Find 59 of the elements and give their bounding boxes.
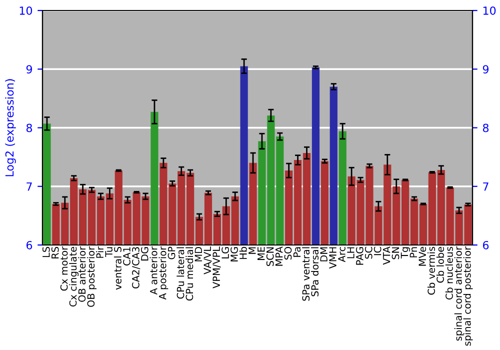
x-tick-label: OB anterior bbox=[78, 246, 86, 302]
x-tick-label: SN bbox=[392, 247, 400, 260]
x-tick-label: Hb bbox=[239, 246, 247, 259]
x-tick-label: M bbox=[248, 247, 256, 254]
x-tick-label: SC bbox=[364, 246, 372, 259]
x-tick-label: SO bbox=[284, 246, 292, 260]
y2-tick-label: 7 bbox=[483, 182, 488, 191]
x-tick-label: spinal cord anterior bbox=[454, 246, 464, 341]
x-tick-label: DM bbox=[320, 247, 328, 262]
x-tick-label: SPa ventral bbox=[302, 247, 310, 301]
x-tick-label: Arc bbox=[338, 246, 346, 262]
x-tick-label: A posterior bbox=[158, 246, 168, 300]
x-tick-label: Pn bbox=[410, 247, 417, 258]
x-tick-label: Tu bbox=[105, 247, 113, 258]
x-tick-label: IC bbox=[374, 246, 382, 256]
x-tick-label: VTA bbox=[382, 246, 390, 265]
y-tick-label: 6 bbox=[26, 240, 32, 250]
x-tick-label: LH bbox=[347, 247, 354, 258]
x-tick-label: RS bbox=[51, 246, 59, 258]
x-tick-label: CPu medial bbox=[186, 247, 194, 301]
x-tick-label: Cb lobe bbox=[436, 246, 444, 283]
x-tick-label: ME bbox=[258, 247, 265, 260]
x-tick-label: spinal cord posterior bbox=[463, 246, 473, 346]
x-tick-label: MG bbox=[230, 247, 238, 262]
y-tick-label: 10 bbox=[20, 6, 32, 15]
x-tick-label: MPA bbox=[275, 246, 283, 266]
x-tick-label: OB posterior bbox=[87, 246, 96, 307]
x-tick-label: Pir bbox=[96, 246, 104, 258]
x-tick-label: MVe bbox=[418, 246, 426, 266]
y-tick-label: 8 bbox=[26, 124, 32, 132]
x-tick-label: PAG bbox=[356, 247, 364, 265]
x-tick-label: VA/VL bbox=[204, 246, 212, 274]
y-tick-label: 9 bbox=[26, 65, 32, 74]
x-tick-label: CPu lateral bbox=[176, 247, 184, 299]
x-tick-label: A anterior bbox=[150, 246, 158, 295]
y2-tick-label: 8 bbox=[482, 124, 489, 132]
x-tick-label: LG bbox=[222, 247, 229, 258]
x-tick-label: SPa dorsal bbox=[311, 247, 319, 296]
x-tick-label: Pa bbox=[293, 247, 301, 257]
x-tick-label: CA2/CA3 bbox=[132, 247, 140, 288]
x-tick-label: Cb nucleus bbox=[445, 246, 453, 300]
y-axis-title: Log2 (expression) bbox=[5, 79, 16, 176]
x-tick-label: Cx cingulate bbox=[69, 246, 79, 306]
x-tick-label: Cx motor bbox=[60, 246, 68, 291]
y2-tick-label: 10 bbox=[483, 6, 496, 15]
x-tick-label: LS bbox=[42, 246, 50, 258]
x-tick-label: MD bbox=[194, 246, 202, 262]
x-tick-label: ventral S bbox=[114, 246, 122, 290]
x-tick-label: VMH bbox=[329, 247, 336, 269]
x-tick-label: Cb vermis bbox=[427, 246, 436, 295]
x-tick-label: VPM/VPL bbox=[212, 246, 221, 288]
y2-tick-label: 9 bbox=[482, 65, 489, 74]
x-tick-label: GP bbox=[168, 246, 176, 260]
x-tick-label: SCN bbox=[266, 247, 274, 266]
y-tick-label: 7 bbox=[26, 182, 32, 191]
x-tick-label: CA1 bbox=[123, 247, 130, 266]
x-tick-label: Tg bbox=[400, 247, 410, 259]
x-tick-label: DG bbox=[140, 247, 148, 260]
y2-tick-label: 6 bbox=[483, 240, 489, 250]
